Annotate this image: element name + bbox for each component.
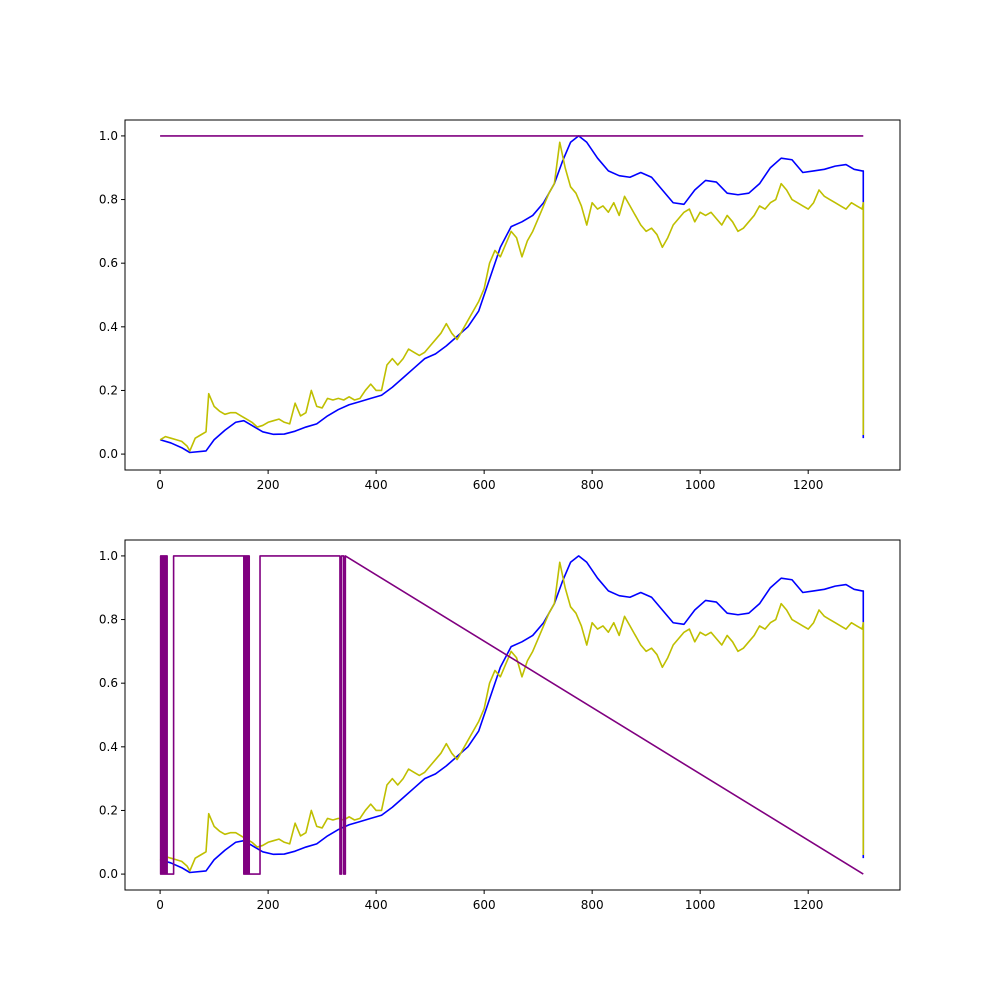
x-tick-label: 1200 bbox=[793, 478, 824, 492]
series-line-1 bbox=[159, 555, 865, 874]
x-tick-label: 800 bbox=[581, 898, 604, 912]
y-tick-label: 0.4 bbox=[99, 740, 118, 754]
x-tick-label: 200 bbox=[257, 898, 280, 912]
x-tick-label: 0 bbox=[156, 478, 164, 492]
y-tick-label: 0.2 bbox=[99, 803, 118, 817]
y-tick-label: 0.4 bbox=[99, 320, 118, 334]
x-tick-label: 1000 bbox=[685, 478, 716, 492]
x-tick-label: 800 bbox=[581, 478, 604, 492]
y-tick-label: 0.6 bbox=[99, 676, 118, 690]
series-group bbox=[159, 135, 865, 454]
y-tick-label: 0.6 bbox=[99, 256, 118, 270]
y-tick-label: 0.0 bbox=[99, 867, 118, 881]
y-tick-label: 1.0 bbox=[99, 549, 118, 563]
x-tick-label: 400 bbox=[365, 898, 388, 912]
x-tick-label: 400 bbox=[365, 478, 388, 492]
subplot-1: 0 200 400 600 800 1000 1200 0.0 0.2 0.4 0.6 0.8 1.0 bbox=[99, 119, 901, 492]
plot-background bbox=[125, 540, 900, 890]
x-tick-label: 0 bbox=[156, 898, 164, 912]
x-tick-label: 200 bbox=[257, 478, 280, 492]
series-group bbox=[159, 555, 865, 875]
series-line-3 bbox=[159, 555, 864, 875]
series-line-1 bbox=[159, 135, 865, 454]
y-tick-label: 1.0 bbox=[99, 129, 118, 143]
x-tick-label: 1000 bbox=[685, 898, 716, 912]
series-line-2 bbox=[159, 141, 865, 452]
x-tick-label: 600 bbox=[473, 478, 496, 492]
y-tick-label: 0.0 bbox=[99, 447, 118, 461]
series-line-2 bbox=[159, 561, 865, 872]
x-tick-label: 1200 bbox=[793, 898, 824, 912]
y-tick-label: 0.2 bbox=[99, 383, 118, 397]
plot-background bbox=[125, 120, 900, 470]
y-tick-label: 0.8 bbox=[99, 613, 118, 627]
x-tick-label: 600 bbox=[473, 898, 496, 912]
plot-frame bbox=[124, 539, 901, 891]
plot-frame bbox=[124, 119, 901, 471]
y-tick-label: 0.8 bbox=[99, 193, 118, 207]
subplot-2: 0 200 400 600 800 1000 1200 0.0 0.2 0.4 0.6 0.8 1.0 bbox=[99, 539, 901, 912]
